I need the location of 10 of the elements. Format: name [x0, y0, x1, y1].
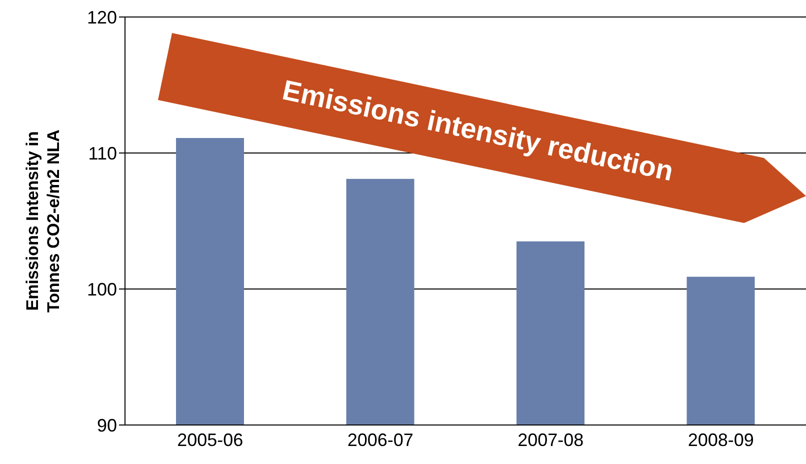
y-tick-label: 120	[86, 7, 117, 28]
y-tick-label: 110	[88, 143, 117, 164]
y-axis-title: Emissions Intensity in Tonnes CO2-e/m2 NLA	[23, 130, 63, 312]
y-tick-label: 90	[96, 415, 117, 436]
annotation: Emissions intensity reduction	[280, 74, 676, 187]
x-tick-label: 2008-09	[688, 430, 754, 450]
x-tick-label: 2005-06	[177, 430, 244, 450]
x-tick-label: 2006-07	[347, 430, 414, 450]
x-tick-label: 2007-08	[518, 430, 584, 450]
y-tick-label: 100	[86, 279, 117, 300]
